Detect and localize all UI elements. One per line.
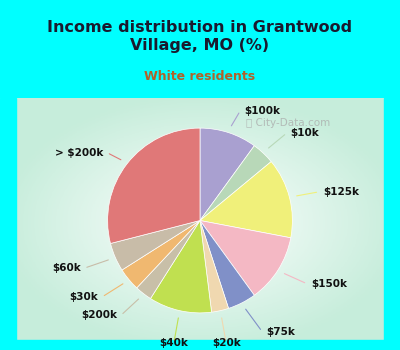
Wedge shape: [200, 220, 228, 312]
Text: $10k: $10k: [290, 128, 319, 138]
Text: $150k: $150k: [311, 279, 347, 289]
Text: $200k: $200k: [81, 310, 117, 320]
Text: > $200k: > $200k: [55, 148, 103, 158]
Text: $20k: $20k: [212, 338, 240, 348]
Wedge shape: [137, 220, 200, 299]
Wedge shape: [108, 128, 200, 244]
Wedge shape: [200, 220, 291, 295]
Wedge shape: [200, 220, 254, 308]
Text: $100k: $100k: [244, 106, 280, 116]
Text: ⓘ City-Data.com: ⓘ City-Data.com: [246, 118, 330, 128]
Text: $125k: $125k: [323, 187, 359, 197]
Text: $75k: $75k: [266, 327, 295, 337]
Bar: [0, 340, 400, 350]
Wedge shape: [200, 128, 254, 220]
Text: Income distribution in Grantwood
Village, MO (%): Income distribution in Grantwood Village…: [48, 20, 352, 53]
Wedge shape: [110, 220, 200, 270]
Text: $40k: $40k: [159, 338, 188, 348]
Text: White residents: White residents: [144, 70, 256, 83]
Wedge shape: [150, 220, 212, 313]
Bar: [0, 98, 16, 350]
Wedge shape: [200, 146, 271, 220]
Wedge shape: [122, 220, 200, 288]
Text: $60k: $60k: [52, 263, 80, 273]
Wedge shape: [200, 162, 292, 238]
Bar: [384, 98, 400, 350]
Text: $30k: $30k: [70, 292, 98, 302]
